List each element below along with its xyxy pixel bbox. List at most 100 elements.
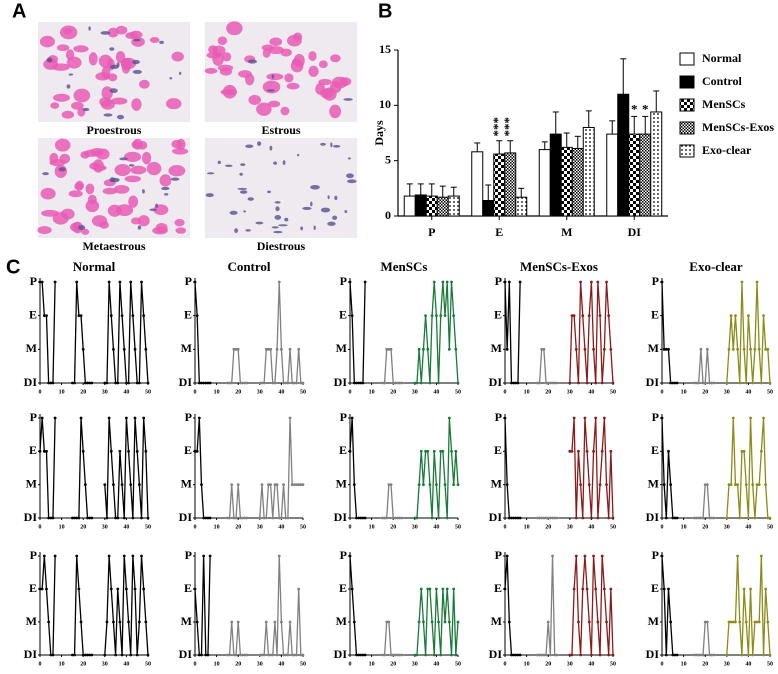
- cell: [274, 215, 282, 220]
- y-tick-label: P: [30, 274, 37, 288]
- cell: [266, 89, 275, 92]
- x-tick-label: M: [561, 225, 572, 239]
- cycle-point: [662, 347, 666, 351]
- cycle-point: [572, 587, 576, 591]
- x-tick-label: 30: [567, 389, 573, 395]
- cell: [65, 49, 75, 61]
- cycle-point: [757, 620, 761, 624]
- cell: [131, 98, 142, 111]
- cycle-point: [768, 516, 772, 520]
- cycle-line: [661, 555, 678, 656]
- cycle-point: [71, 653, 74, 657]
- cycle-point: [751, 483, 755, 487]
- cycle-point: [107, 280, 111, 284]
- y-tick-label: E: [339, 307, 347, 321]
- cycle-point: [393, 381, 397, 385]
- cycle-point: [572, 314, 576, 318]
- cell: [80, 151, 90, 159]
- cycle-point: [206, 516, 210, 520]
- x-tick-label: DI: [628, 225, 642, 239]
- cycle-point: [238, 516, 242, 520]
- x-tick-label: 10: [214, 661, 220, 667]
- cycle-point: [701, 381, 705, 385]
- y-tick-label: P: [652, 410, 659, 424]
- cycle-point: [45, 449, 48, 453]
- y-tick-label: M: [648, 476, 659, 490]
- y-tick-label: DI: [334, 647, 348, 661]
- legend-label: Exo-clear: [702, 143, 752, 157]
- cycle-point: [548, 516, 552, 520]
- cycle-point: [669, 381, 673, 385]
- cycle-point: [447, 347, 451, 351]
- cycle-point: [135, 381, 139, 385]
- cycle-point: [441, 587, 445, 591]
- cell: [320, 142, 326, 146]
- cycle-point: [740, 280, 744, 284]
- cycle-point: [264, 620, 268, 624]
- cycle-point: [144, 620, 148, 624]
- cycle-point: [701, 653, 705, 657]
- cycle-point: [587, 314, 591, 318]
- cell: [217, 64, 234, 72]
- cycle-point: [546, 381, 550, 385]
- cycle-point: [447, 416, 451, 420]
- cell: [61, 110, 75, 119]
- cell: [132, 69, 142, 74]
- cycle-point: [391, 653, 395, 657]
- cell: [330, 142, 333, 148]
- caption: Estrous: [261, 123, 300, 137]
- x-tick-label: 20: [390, 524, 396, 530]
- cell: [139, 79, 150, 89]
- cell: [212, 45, 226, 56]
- y-tick-label: E: [651, 581, 659, 595]
- cell: [257, 141, 262, 146]
- cell: [308, 65, 319, 77]
- cycle-point: [105, 620, 109, 624]
- cycle-point: [271, 516, 275, 520]
- cycle-point: [118, 449, 122, 453]
- cycle-point: [422, 347, 425, 351]
- x-tick-label: 10: [59, 389, 65, 395]
- cell: [149, 208, 157, 211]
- cycle-point: [456, 483, 460, 487]
- cell: [46, 57, 53, 63]
- cycle-line: [694, 621, 714, 656]
- cycle-point: [548, 381, 552, 385]
- cycle-point: [204, 381, 208, 385]
- cycle-point: [445, 587, 449, 591]
- cycle-point: [553, 516, 557, 520]
- cycle-point: [568, 381, 572, 385]
- cell: [130, 217, 142, 225]
- cycle-point: [105, 516, 109, 520]
- cycle-point: [290, 381, 294, 385]
- cycle-point: [105, 381, 109, 385]
- cell: [42, 172, 49, 176]
- cell: [332, 145, 341, 148]
- cycle-point: [133, 416, 137, 420]
- cycle-point: [602, 416, 606, 420]
- cycle-point: [79, 314, 83, 318]
- cycle-point: [284, 653, 288, 657]
- cycle-point: [675, 653, 679, 657]
- cycle-point: [514, 381, 518, 385]
- cycle-point: [228, 381, 231, 385]
- cycle-point: [204, 516, 208, 520]
- cycle-point: [697, 516, 701, 520]
- cell: [344, 210, 348, 214]
- cycle-point: [83, 483, 87, 487]
- cycle-point: [280, 516, 283, 520]
- cycle-point: [131, 314, 135, 318]
- cell: [109, 88, 118, 94]
- x-tick-label: 20: [80, 661, 86, 667]
- bar: [538, 149, 551, 217]
- cycle-point: [437, 620, 440, 624]
- cycle-point: [385, 516, 389, 520]
- cycle-point: [83, 381, 87, 385]
- cell: [174, 218, 185, 227]
- cycle-point: [417, 347, 421, 351]
- cell: [109, 177, 116, 183]
- cell: [284, 73, 294, 83]
- cycle-point: [753, 516, 757, 520]
- cycle-point: [47, 620, 51, 624]
- cycle-point: [592, 449, 595, 453]
